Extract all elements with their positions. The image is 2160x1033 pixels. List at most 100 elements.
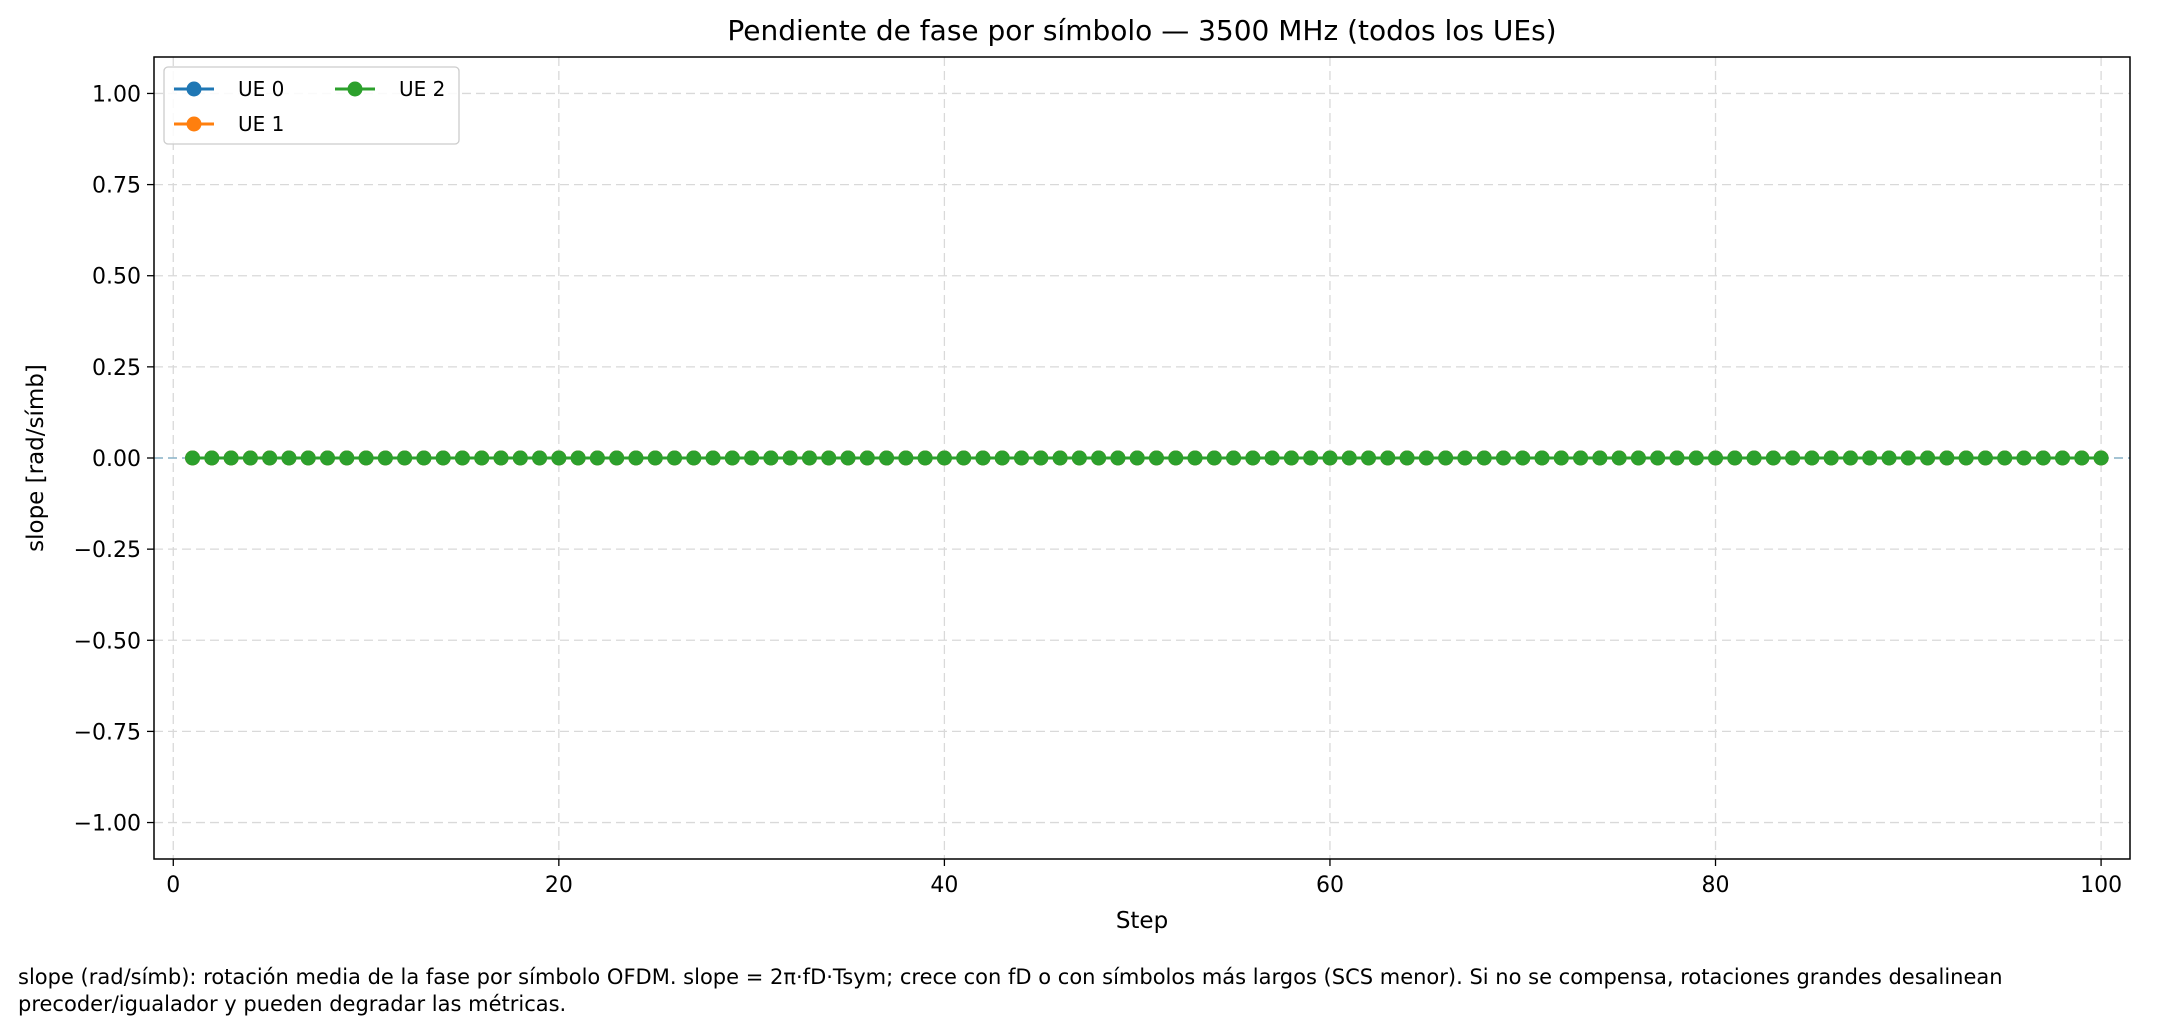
data-point xyxy=(705,450,721,466)
data-point xyxy=(1688,450,1704,466)
data-point xyxy=(358,450,374,466)
data-point xyxy=(1727,450,1743,466)
data-point xyxy=(859,450,875,466)
x-tick-label: 60 xyxy=(1316,873,1344,898)
y-tick-label: 0.00 xyxy=(92,447,141,472)
data-point xyxy=(1014,450,1030,466)
data-point xyxy=(532,450,548,466)
data-point xyxy=(1129,450,1145,466)
data-point xyxy=(1187,450,1203,466)
data-point xyxy=(1515,450,1531,466)
caption-line-2: precoder/igualador y pueden degradar las… xyxy=(18,992,567,1016)
x-tick-label: 0 xyxy=(166,873,180,898)
data-point xyxy=(782,450,798,466)
data-point xyxy=(1148,450,1164,466)
data-point xyxy=(2016,450,2032,466)
data-point xyxy=(1245,450,1261,466)
data-point xyxy=(589,450,605,466)
data-point xyxy=(1071,450,1087,466)
data-point xyxy=(1977,450,1993,466)
data-point xyxy=(2074,450,2090,466)
data-point xyxy=(1746,450,1762,466)
caption: slope (rad/símb): rotación media de la f… xyxy=(18,964,2148,1018)
data-point xyxy=(1495,450,1511,466)
data-point xyxy=(2055,450,2071,466)
legend-box xyxy=(163,66,460,145)
data-point xyxy=(1553,450,1569,466)
data-point xyxy=(1534,450,1550,466)
y-tick-label: −0.75 xyxy=(74,720,141,745)
data-point xyxy=(1476,450,1492,466)
data-point xyxy=(1052,450,1068,466)
legend-swatch-marker xyxy=(186,81,202,97)
data-point xyxy=(801,450,817,466)
data-point xyxy=(1920,450,1936,466)
data-point xyxy=(724,450,740,466)
data-point xyxy=(242,450,258,466)
data-point xyxy=(686,450,702,466)
series-layer xyxy=(185,450,2109,466)
x-tick-label: 100 xyxy=(2080,873,2122,898)
data-point xyxy=(1226,450,1242,466)
data-point xyxy=(994,450,1010,466)
data-point xyxy=(1862,450,1878,466)
x-tick-label: 80 xyxy=(1702,873,1730,898)
data-point xyxy=(1630,450,1646,466)
data-point xyxy=(454,450,470,466)
x-tick-label: 20 xyxy=(545,873,573,898)
series-ue-2 xyxy=(185,450,2109,466)
data-point xyxy=(975,450,991,466)
x-axis-label: Step xyxy=(1116,908,1168,934)
data-point xyxy=(879,450,895,466)
data-point xyxy=(1611,450,1627,466)
data-point xyxy=(1765,450,1781,466)
data-point xyxy=(763,450,779,466)
data-point xyxy=(821,450,837,466)
data-point xyxy=(1091,450,1107,466)
data-point xyxy=(1110,450,1126,466)
data-point xyxy=(667,450,683,466)
data-point xyxy=(1033,450,1049,466)
data-point xyxy=(570,450,586,466)
data-point xyxy=(1322,450,1338,466)
legend-swatch-marker xyxy=(347,81,363,97)
data-point xyxy=(1264,450,1280,466)
data-point xyxy=(474,450,490,466)
legend-label: UE 1 xyxy=(238,112,284,136)
data-point xyxy=(1939,450,1955,466)
data-point xyxy=(1823,450,1839,466)
data-point xyxy=(320,450,336,466)
y-tick-label: 1.00 xyxy=(92,82,141,107)
data-point xyxy=(512,450,528,466)
data-point xyxy=(1958,450,1974,466)
y-tick-label: −0.50 xyxy=(74,629,141,654)
data-point xyxy=(744,450,760,466)
data-point xyxy=(1997,450,2013,466)
data-point xyxy=(1168,450,1184,466)
data-point xyxy=(1592,450,1608,466)
legend-item-ue-2: UE 2 xyxy=(335,77,445,101)
data-point xyxy=(204,450,220,466)
data-point xyxy=(1457,450,1473,466)
legend-swatch-marker xyxy=(186,116,202,132)
data-point xyxy=(956,450,972,466)
data-point xyxy=(1206,450,1222,466)
data-point xyxy=(377,450,393,466)
data-point xyxy=(917,450,933,466)
data-point xyxy=(1708,450,1724,466)
data-point xyxy=(1785,450,1801,466)
legend: UE 0 UE 1 UE 2 xyxy=(163,66,460,145)
y-ticks: 1.00 0.75 0.50 0.25 0.00 −0.25 −0.50 −0.75 −1.00 xyxy=(74,82,154,837)
y-tick-label: 0.25 xyxy=(92,356,141,381)
data-point xyxy=(1804,450,1820,466)
data-point xyxy=(1438,450,1454,466)
legend-item-ue-1: UE 1 xyxy=(174,112,284,136)
y-tick-label: 0.75 xyxy=(92,174,141,199)
y-tick-label: 0.50 xyxy=(92,265,141,290)
data-point xyxy=(185,450,201,466)
data-point xyxy=(1283,450,1299,466)
data-point xyxy=(223,450,239,466)
data-point xyxy=(1881,450,1897,466)
data-point xyxy=(628,450,644,466)
